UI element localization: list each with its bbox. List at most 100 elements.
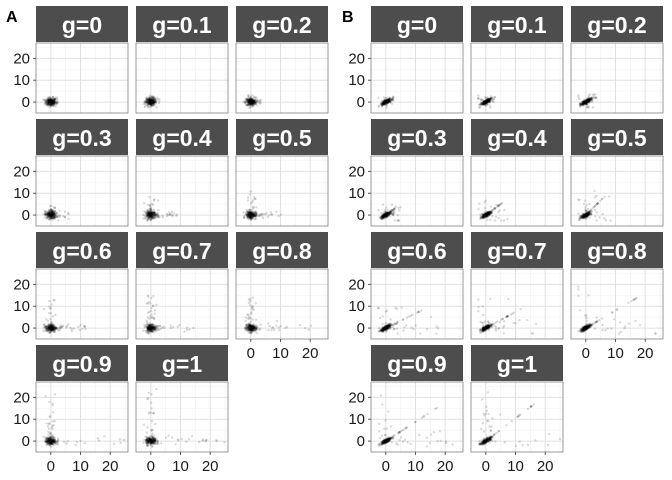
data-point (161, 214, 164, 217)
data-point (48, 103, 52, 106)
data-point (303, 326, 307, 330)
x-tick-label: 20 (302, 345, 319, 362)
data-point (382, 328, 385, 332)
data-point (47, 103, 50, 106)
data-point (264, 213, 267, 216)
data-point (50, 101, 54, 104)
data-point (50, 98, 54, 102)
data-point (48, 103, 52, 106)
data-point (50, 101, 53, 104)
data-point (496, 204, 500, 208)
data-point (148, 98, 151, 101)
data-point (147, 99, 151, 102)
data-point (151, 100, 155, 103)
data-point (67, 212, 71, 216)
data-point (146, 99, 150, 103)
data-point (388, 215, 392, 218)
data-point (49, 99, 53, 103)
data-point (49, 99, 52, 102)
data-point (148, 94, 151, 97)
y-tick-label: 0 (357, 207, 365, 224)
y-tick-label: 10 (13, 411, 30, 428)
data-point (151, 99, 154, 102)
data-point (500, 219, 503, 222)
data-point (165, 214, 169, 218)
data-point (52, 444, 55, 447)
y-tick-label: 0 (22, 320, 30, 337)
data-point (49, 101, 53, 104)
x-tick-label: 0 (247, 345, 255, 362)
data-point (604, 219, 608, 222)
data-point (151, 100, 154, 104)
data-point (50, 100, 53, 104)
data-point (154, 328, 158, 331)
data-point (247, 331, 250, 334)
data-point (49, 100, 53, 104)
data-point (608, 195, 611, 198)
data-point (45, 102, 49, 106)
data-point (146, 101, 150, 104)
data-point (79, 439, 82, 442)
data-point (151, 210, 155, 213)
data-point (149, 102, 152, 105)
data-point (151, 99, 155, 102)
data-point (51, 101, 54, 104)
data-point (152, 100, 156, 103)
data-point (246, 196, 250, 199)
data-point (148, 98, 151, 101)
data-point (148, 98, 152, 102)
data-point (152, 102, 155, 105)
data-point (45, 98, 48, 102)
data-point (84, 328, 87, 331)
data-point (481, 213, 484, 216)
data-point (149, 100, 152, 103)
data-point (579, 104, 582, 108)
data-point (148, 100, 152, 103)
data-point (489, 106, 492, 109)
data-point (595, 194, 598, 198)
data-point (51, 101, 54, 104)
data-point (151, 101, 154, 105)
data-point (51, 103, 54, 107)
data-point (595, 219, 598, 222)
data-point (152, 100, 155, 103)
data-point (145, 98, 148, 101)
data-point (54, 439, 57, 442)
data-point (273, 328, 276, 331)
data-point (54, 96, 57, 99)
data-point (83, 325, 86, 328)
data-point (250, 311, 253, 314)
data-point (152, 216, 155, 219)
data-point (49, 101, 52, 105)
data-point (242, 100, 245, 103)
data-point (148, 99, 151, 103)
data-point (151, 102, 155, 106)
data-point (48, 100, 51, 103)
data-point (51, 101, 55, 104)
data-point (152, 101, 155, 105)
data-point (52, 100, 56, 103)
data-point (46, 103, 49, 106)
data-point (249, 316, 252, 320)
data-point (50, 99, 53, 102)
data-point (46, 100, 50, 103)
data-point (390, 208, 393, 212)
data-point (77, 325, 80, 329)
data-point (152, 100, 156, 104)
data-point (149, 99, 153, 102)
data-point (494, 215, 498, 218)
data-point (266, 322, 270, 325)
data-point (146, 426, 149, 429)
data-point (148, 100, 151, 103)
data-point (481, 217, 485, 220)
data-point (187, 438, 191, 441)
facet-g-1: g=10 10 20 (135, 345, 229, 475)
data-point (50, 100, 53, 104)
data-point (147, 100, 151, 104)
data-point (246, 199, 250, 202)
data-point (150, 97, 153, 100)
data-point (150, 98, 153, 102)
